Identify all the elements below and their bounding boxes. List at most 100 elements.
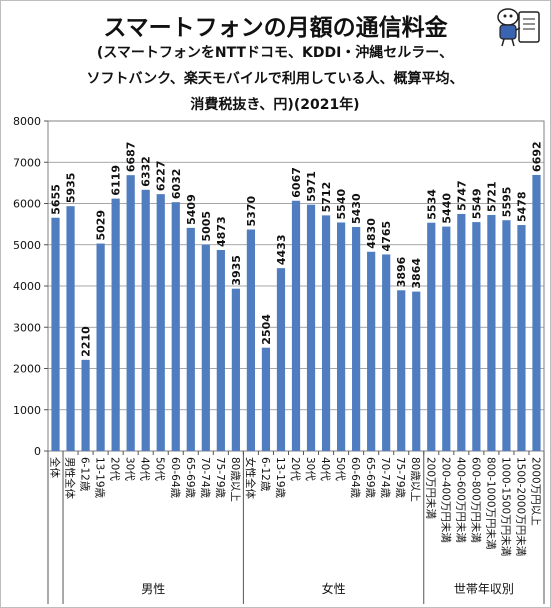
bar xyxy=(472,222,481,451)
y-tick-label: 6000 xyxy=(13,198,41,211)
data-label: 5655 xyxy=(50,184,63,215)
group-label: 世帯年収別 xyxy=(454,582,514,596)
data-label: 5534 xyxy=(425,189,438,220)
bar xyxy=(51,217,60,451)
data-label: 4830 xyxy=(365,218,378,249)
x-tick-label: 60-64歳 xyxy=(349,457,361,499)
data-label: 5478 xyxy=(515,191,528,222)
data-label: 5549 xyxy=(470,188,483,219)
data-label: 6067 xyxy=(290,167,303,198)
x-tick-label: 400-600万円未満 xyxy=(454,457,466,543)
data-label: 5935 xyxy=(65,173,78,204)
x-tick-label: 女性全体 xyxy=(244,457,257,499)
x-tick-label: 60-64歳 xyxy=(169,457,181,499)
bar xyxy=(336,222,346,451)
bar xyxy=(186,227,195,451)
data-label: 5005 xyxy=(200,211,213,242)
data-label: 5712 xyxy=(320,182,333,213)
data-label: 5595 xyxy=(500,187,513,218)
x-tick-label: 男性全体 xyxy=(64,457,77,499)
x-tick-label: 30代 xyxy=(304,457,316,481)
x-tick-label: 70-74歳 xyxy=(199,457,211,499)
x-tick-label: 6-12歳 xyxy=(79,457,91,492)
x-tick-label: 800-1000万円未満 xyxy=(484,457,496,550)
data-label: 3896 xyxy=(395,256,408,287)
x-tick-label: 50代 xyxy=(154,457,166,481)
bar xyxy=(201,244,210,451)
y-tick-label: 8000 xyxy=(13,115,41,128)
data-label: 5409 xyxy=(185,194,198,225)
bar xyxy=(156,194,165,452)
bar xyxy=(306,204,316,451)
data-label: 4433 xyxy=(275,235,288,266)
x-tick-label: 65-69歳 xyxy=(184,457,196,499)
x-tick-label: 20代 xyxy=(109,457,121,481)
x-tick-label: 80歳以上 xyxy=(409,457,421,502)
bar xyxy=(487,215,496,451)
bar xyxy=(126,175,135,451)
data-label: 5971 xyxy=(305,171,318,202)
data-label: 2504 xyxy=(260,314,273,345)
y-tick-label: 7000 xyxy=(13,156,41,169)
subtitle-line-3: 消費税抜き、円)(2021年) xyxy=(190,97,360,113)
data-label: 4873 xyxy=(215,216,228,247)
bar xyxy=(457,213,466,451)
chart-title: スマートフォンの月額の通信料金 xyxy=(103,15,448,41)
x-tick-label: 600-800万円未満 xyxy=(469,457,481,543)
data-label: 5370 xyxy=(245,196,258,227)
data-label: 6687 xyxy=(125,142,138,173)
bar xyxy=(66,206,75,451)
bar xyxy=(427,222,436,451)
bar xyxy=(321,215,331,451)
y-tick-label: 2000 xyxy=(13,363,41,376)
data-label: 6032 xyxy=(170,169,183,200)
x-tick-label: 40代 xyxy=(139,457,151,481)
bar xyxy=(352,227,361,451)
mascot-icon xyxy=(497,8,540,47)
bar xyxy=(261,347,271,451)
y-tick-label: 5000 xyxy=(13,239,41,252)
bar xyxy=(216,249,225,451)
x-tick-label: 50代 xyxy=(334,457,346,481)
bar xyxy=(532,174,541,451)
x-tick-label: 全体 xyxy=(49,457,62,478)
x-tick-label: 13-19歳 xyxy=(94,457,106,499)
y-tick-label: 4000 xyxy=(13,280,41,293)
x-tick-label: 80歳以上 xyxy=(229,457,241,502)
bar xyxy=(502,220,511,451)
bar xyxy=(276,268,286,451)
bar xyxy=(291,200,301,451)
y-tick-label: 3000 xyxy=(13,321,41,334)
x-tick-label: 75-79歳 xyxy=(214,457,226,499)
bar xyxy=(412,291,421,451)
bar xyxy=(367,251,376,451)
bar xyxy=(397,290,406,451)
x-tick-label: 6-12歳 xyxy=(259,457,271,492)
data-label: 2210 xyxy=(80,326,93,357)
data-label: 6227 xyxy=(155,161,168,192)
bar xyxy=(246,229,256,451)
bar xyxy=(96,243,105,451)
chart-subtitle: (スマートフォンをNTTドコモ、KDDI・沖縄セルラー、 ソフトバンク、楽天モバ… xyxy=(40,40,510,118)
x-tick-label: 13-19歳 xyxy=(274,457,286,499)
x-tick-label: 40代 xyxy=(319,457,331,481)
x-tick-label: 2000万円以上 xyxy=(529,457,541,526)
data-label: 5540 xyxy=(335,189,348,220)
data-label: 3864 xyxy=(410,258,423,289)
x-tick-label: 30代 xyxy=(124,457,136,481)
bar xyxy=(81,359,90,451)
x-tick-label: 70-74歳 xyxy=(379,457,391,499)
data-label: 3935 xyxy=(230,255,243,286)
bar xyxy=(231,288,240,451)
group-label: 女性 xyxy=(322,581,346,596)
data-label: 4765 xyxy=(380,221,393,252)
subtitle-line-2: ソフトバンク、楽天モバイルで利用している人、概算平均、 xyxy=(86,71,464,87)
data-label: 6332 xyxy=(140,156,153,187)
bar xyxy=(517,225,526,451)
x-tick-label: 1000-1500万円未満 xyxy=(499,457,511,557)
bar xyxy=(111,198,120,451)
bar xyxy=(141,189,150,451)
x-tick-label: 200-400万円未満 xyxy=(439,457,451,543)
data-label: 5430 xyxy=(350,193,363,224)
bar xyxy=(171,202,180,451)
